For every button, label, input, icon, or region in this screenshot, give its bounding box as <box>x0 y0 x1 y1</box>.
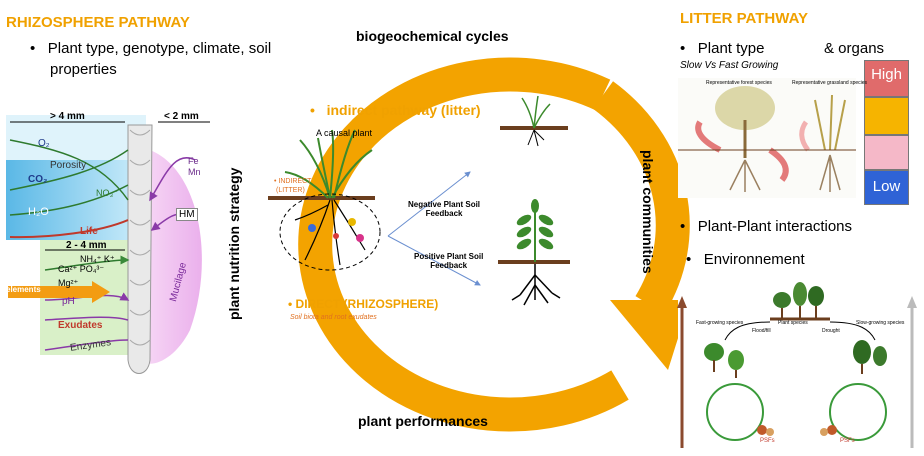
fig-left-caption: Representative forest species <box>706 80 772 86</box>
legend-pink-box <box>864 135 909 170</box>
psf-left-label: PSFs <box>760 438 775 444</box>
nutrients-line3: Mg²⁺ <box>58 278 79 288</box>
litter-sub: Slow Vs Fast Growing <box>680 60 779 71</box>
ring-left-label: plant nutrition strategy <box>226 167 242 320</box>
indirect-small-label: • INDIRECT <box>274 178 312 185</box>
excess-arrow <box>8 281 110 303</box>
indirect-small-label2: (LITTER) <box>276 187 305 194</box>
fe-mn-label: Fe Mn <box>188 156 201 177</box>
litter-bullet-2-text: Plant-Plant interactions <box>697 218 853 235</box>
psf-right-label: PSFs <box>840 438 855 444</box>
center-diagram <box>268 95 570 306</box>
positive-feedback-line2: Feedback <box>430 261 468 270</box>
direct-pathway-text: DIRECT (RHIZOSPHERE) <box>295 297 439 311</box>
drought-label: Drought <box>822 328 840 334</box>
bottom-figure <box>677 282 918 450</box>
negative-feedback-label: Negative Plant Soil Feedback <box>408 200 480 218</box>
cycle-ring <box>298 57 690 432</box>
life-label: Life <box>80 226 98 237</box>
no3-label: NO₃⁻ <box>96 188 118 198</box>
porosity-label: Porosity <box>50 160 87 171</box>
excess-label: Excess elements <box>6 276 41 294</box>
exudates-label: Exudates <box>58 320 103 331</box>
dim-top-right: < 2 mm <box>164 111 199 122</box>
litter-bullet-3: • Environnement <box>686 251 805 268</box>
legend-low-box <box>864 170 909 205</box>
dim-mid: 2 - 4 mm <box>66 240 107 251</box>
direct-sub-label: Soil biota and root exudates <box>290 314 377 321</box>
litter-bullet-3-text: Environnement <box>703 251 805 268</box>
rhizosphere-bullet-cont: properties <box>50 61 117 78</box>
plant-species-label: Plant species <box>778 320 808 326</box>
causal-plant-label: A causal plant <box>316 128 373 138</box>
legend-low-label: Low <box>872 178 901 195</box>
rhizosphere-bullet: • Plant type, genotype, climate, soil <box>30 40 272 57</box>
ring-right-label: plant communities <box>640 150 656 274</box>
rhizosphere-bullet-text: Plant type, genotype, climate, soil <box>47 40 272 57</box>
fast-growing-label: Fast-growing species <box>696 320 744 326</box>
direct-pathway-label: • DIRECT (RHIZOSPHERE) <box>288 297 439 311</box>
rhizosphere-title: RHIZOSPHERE PATHWAY <box>6 14 190 31</box>
hm-label: HM <box>176 208 198 221</box>
ring-bottom-label: plant performances <box>358 413 488 429</box>
nutrients-line1: NH₄⁺ K⁺ <box>80 254 115 264</box>
nutrients-line2: Ca²⁺ PO₄³⁻ <box>58 264 105 274</box>
water-zone <box>6 160 146 240</box>
ph-label: pH <box>62 296 75 307</box>
legend-mid-box <box>864 97 909 135</box>
litter-bullet-1: • Plant type <box>680 40 765 57</box>
negative-feedback-line1: Negative Plant Soil <box>408 200 481 209</box>
litter-figure <box>678 78 856 198</box>
co2-label: CO₂ <box>28 174 48 185</box>
fig-right-caption: Representative grassland species <box>792 80 868 86</box>
positive-feedback-line1: Positive Plant Soil <box>414 252 484 261</box>
litter-bullet-1b: & organs <box>824 40 885 57</box>
flood-label: Flood/fill <box>752 328 771 334</box>
indirect-small-text: INDIRECT <box>278 178 312 185</box>
litter-bullet-2: • Plant-Plant interactions <box>680 218 853 235</box>
root-body <box>127 124 153 374</box>
h2o-label: H₂O <box>28 206 49 218</box>
litter-title: LITTER PATHWAY <box>680 10 809 27</box>
positive-feedback-label: Positive Plant Soil Feedback <box>414 252 483 270</box>
legend-high-label: High <box>871 66 902 83</box>
indirect-pathway-text: indirect pathway (litter) <box>326 102 481 118</box>
ring-top-label: biogeochemical cycles <box>356 28 509 44</box>
mucilage-zone <box>140 150 202 364</box>
ring-arrowhead <box>610 300 690 370</box>
indirect-pathway-label: • indirect pathway (litter) <box>310 102 481 118</box>
slow-growing-label: Slow-growing species <box>856 320 905 326</box>
legend-high-box <box>864 60 909 97</box>
rhizosphere-figure <box>6 115 210 374</box>
dim-top-left: > 4 mm <box>50 111 85 122</box>
negative-feedback-line2: Feedback <box>425 209 463 218</box>
litter-bullet-1a: Plant type <box>697 40 765 57</box>
o2-label: O₂ <box>38 138 50 149</box>
